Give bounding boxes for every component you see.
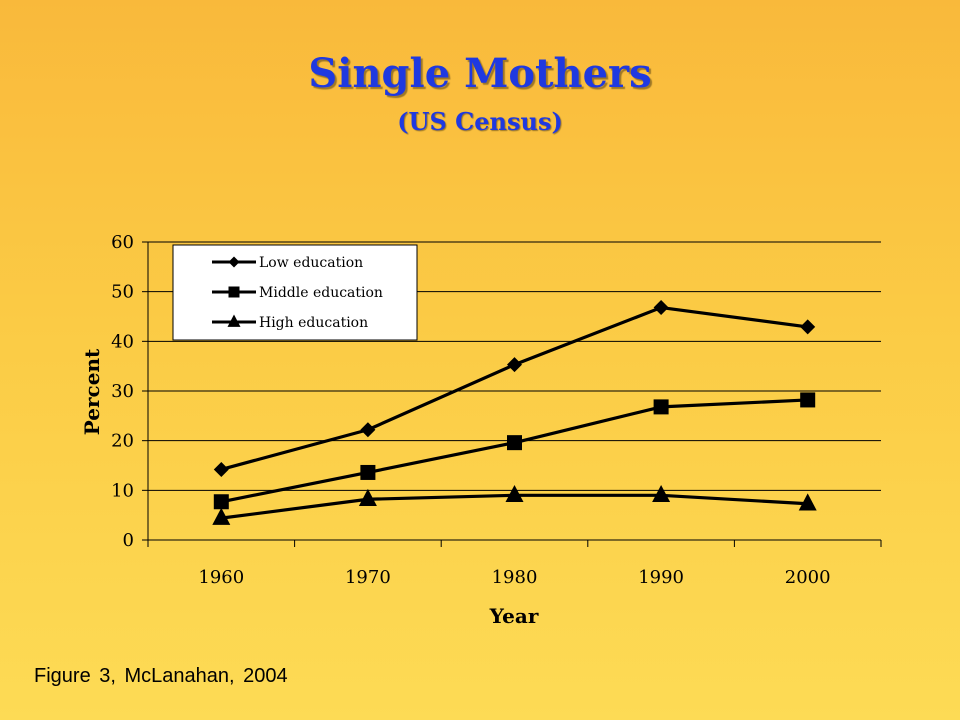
legend-marker [228,256,240,268]
data-point [652,484,671,503]
data-point [505,484,524,503]
data-point [798,493,817,511]
legend-label: High education [259,315,368,331]
slide-title: Single Mothers [308,50,652,97]
data-point [358,488,377,507]
data-point [212,507,231,525]
data-point [653,399,669,415]
series-triangle [212,484,817,525]
y-tick-label: 40 [111,331,134,352]
data-point [213,494,229,510]
y-tick-label: 0 [123,530,134,551]
series-square [213,392,816,510]
legend-label: Low education [259,255,363,271]
slide-subtitle: (US Census) [397,107,563,136]
x-tick-label: 1980 [492,567,538,588]
axes: 0 10 20 30 40 50 60 1960 1970 1980 1990 2000 [111,232,882,588]
data-point [653,300,669,316]
data-point [360,464,376,480]
legend-marker [227,314,241,327]
y-axis-label: Percent [80,348,104,435]
y-tick-label: 30 [111,381,134,402]
series-diamond [213,300,816,477]
x-tick-label: 1960 [198,567,244,588]
data-point [507,357,522,373]
legend: Low education Middle education High educat… [172,244,418,341]
x-axis-label: Year [489,604,539,628]
x-tick-label: 1970 [345,567,391,588]
series-group [212,300,817,525]
data-point [213,461,229,477]
data-point [360,422,376,438]
x-tick-label: 2000 [785,567,831,588]
figure-caption: Figure 3, McLanahan, 2004 [34,665,288,687]
legend-label: Middle education [259,285,383,301]
data-point [800,392,816,408]
x-tick-label: 1990 [638,567,684,588]
y-tick-label: 60 [111,232,134,253]
y-tick-label: 20 [111,431,134,452]
y-tick-label: 50 [111,282,134,303]
data-point [800,319,816,335]
data-point [507,435,522,451]
legend-marker [228,286,240,298]
y-tick-label: 10 [111,480,134,501]
